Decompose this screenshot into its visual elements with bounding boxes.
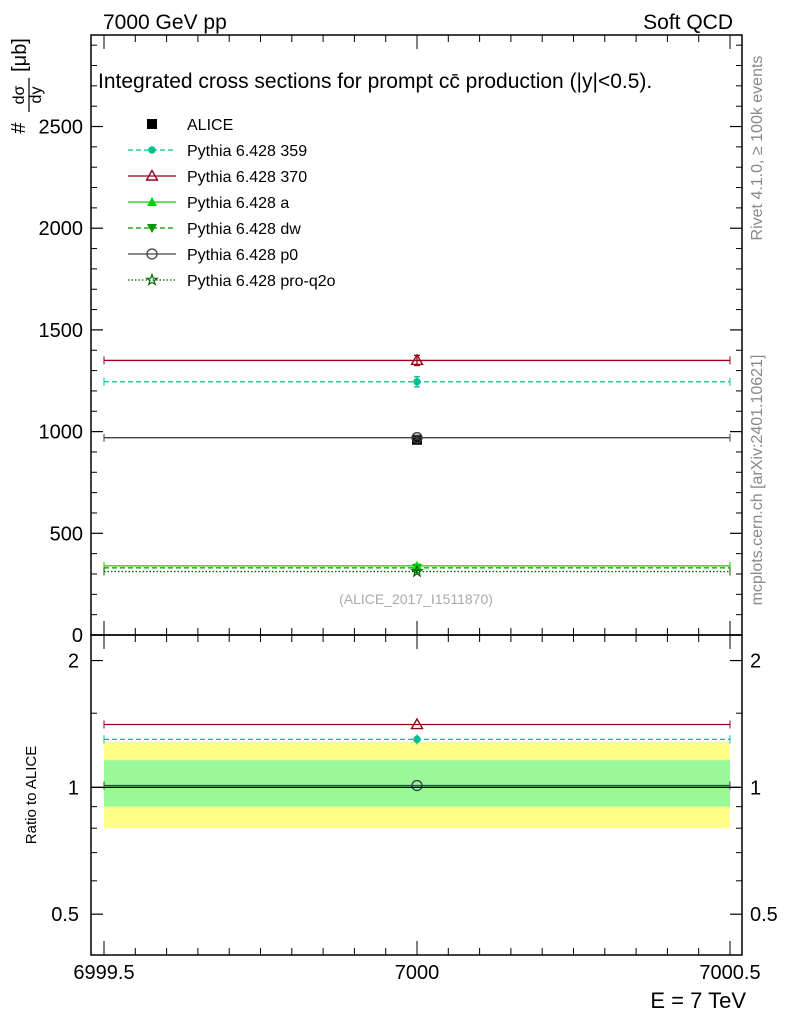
y-label-den: dy xyxy=(28,87,45,104)
ratio-pythia-6-428-359 xyxy=(103,734,731,745)
legend-marker xyxy=(147,197,157,206)
legend-label: Pythia 6.428 dw xyxy=(187,221,301,238)
ratio-pythia-6-428-370 xyxy=(103,717,731,730)
x-tick-label: 7000.5 xyxy=(699,962,760,984)
y-tick-label: 1500 xyxy=(39,320,84,342)
x-axis-label: E = 7 TeV xyxy=(650,988,746,1013)
legend-label: ALICE xyxy=(187,117,233,134)
data-point xyxy=(410,564,424,578)
series-pythia-6-428-pro-q2o xyxy=(103,564,731,578)
legend-marker xyxy=(145,169,159,181)
series-pythia-6-428-370 xyxy=(103,353,731,367)
chart-title: Integrated cross sections for prompt cc̄… xyxy=(98,70,652,93)
chart-title-main: Integrated cross sections for prompt c xyxy=(98,70,449,93)
data-point xyxy=(410,353,424,366)
legend-label: Pythia 6.428 359 xyxy=(187,143,307,160)
legend-marker xyxy=(147,119,157,129)
ratio-y-label: Ratio to ALICE xyxy=(23,746,40,844)
ratio-point xyxy=(413,735,421,744)
header-left: 7000 GeV pp xyxy=(103,11,227,34)
ratio-y-tick-label: 0.5 xyxy=(51,904,79,926)
ratio-point xyxy=(410,717,424,730)
legend-item: ALICE xyxy=(147,117,233,134)
y-label-prefix: # xyxy=(8,122,30,134)
ratio-band-inner xyxy=(104,760,730,807)
legend-item: Pythia 6.428 a xyxy=(128,195,289,212)
legend-item: Pythia 6.428 p0 xyxy=(128,247,298,264)
ratio-pythia-6-428-p0 xyxy=(103,779,731,792)
mcplots-label: mcplots.cern.ch [arXiv:2401.10621] xyxy=(749,355,766,606)
legend-marker xyxy=(148,146,156,154)
x-tick-label: 6999.5 xyxy=(73,962,134,984)
legend-item: Pythia 6.428 dw xyxy=(128,221,301,238)
y-axis-label: # dσ dy [μb] xyxy=(8,38,45,133)
legend-label: Pythia 6.428 370 xyxy=(187,169,307,186)
y-label-num: dσ xyxy=(11,85,28,104)
header-right: Soft QCD xyxy=(643,11,733,34)
y-tick-label: 500 xyxy=(50,523,83,545)
chart-title-cbar: c̄ xyxy=(449,70,460,93)
legend-label: Pythia 6.428 p0 xyxy=(187,247,298,264)
y-tick-label: 2000 xyxy=(39,218,84,240)
y-tick-label: 0 xyxy=(72,625,83,647)
ratio-y-tick-label-right: 1 xyxy=(750,777,761,799)
x-tick-label: 7000 xyxy=(395,962,440,984)
y-label-unit: [μb] xyxy=(9,38,31,72)
rivet-label: Rivet 4.1.0, ≥ 100k events xyxy=(749,56,766,241)
ratio-y-tick-label: 1 xyxy=(68,777,79,799)
chart-title-rest: production (|y|<0.5). xyxy=(460,70,652,93)
ratio-y-tick-label-right: 2 xyxy=(750,651,761,673)
legend-marker xyxy=(146,248,158,260)
legend-item: Pythia 6.428 359 xyxy=(128,143,307,160)
legend-marker xyxy=(145,272,159,286)
data-point xyxy=(411,432,423,444)
legend-label: Pythia 6.428 pro-q2o xyxy=(187,273,336,290)
analysis-watermark: (ALICE_2017_I1511870) xyxy=(339,591,493,607)
series-pythia-6-428-p0 xyxy=(103,432,731,444)
legend-item: Pythia 6.428 pro-q2o xyxy=(128,272,336,290)
data-point xyxy=(413,378,421,386)
ratio-y-tick-label: 2 xyxy=(68,651,79,673)
legend-marker xyxy=(147,224,157,233)
legend-item: Pythia 6.428 370 xyxy=(128,169,307,186)
legend-label: Pythia 6.428 a xyxy=(187,195,289,212)
y-tick-label: 1000 xyxy=(39,422,84,444)
y-tick-label: 2500 xyxy=(39,117,84,139)
ratio-point xyxy=(411,779,423,792)
series-pythia-6-428-359 xyxy=(103,376,731,388)
ratio-y-tick-label-right: 0.5 xyxy=(750,904,778,926)
